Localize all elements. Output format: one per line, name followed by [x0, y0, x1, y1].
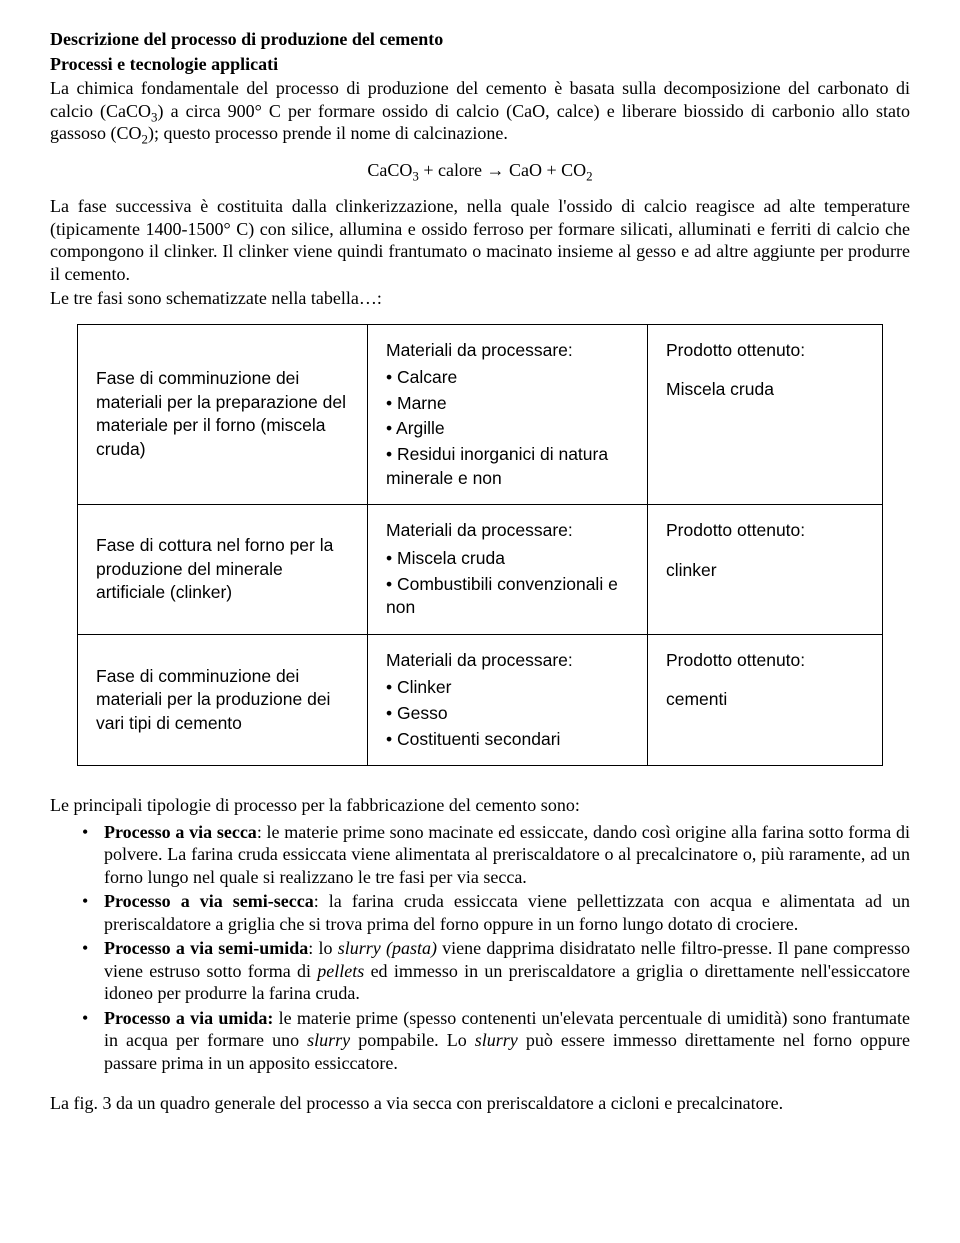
- chemical-formula: CaCO3 + calore → CaO + CO2: [50, 159, 910, 182]
- list-item: Processo a via secca: le materie prime s…: [104, 821, 910, 889]
- product-value: cementi: [666, 688, 866, 712]
- material-item: • Marne: [386, 392, 631, 416]
- text: ); questo processo prende il nome di cal…: [148, 123, 508, 143]
- materials-header: Materiali da processare:: [386, 649, 631, 673]
- material-item: • Calcare: [386, 366, 631, 390]
- product-cell: Prodotto ottenuto: clinker: [648, 505, 883, 635]
- list-item: Processo a via semi-umida: lo slurry (pa…: [104, 937, 910, 1005]
- process-list: Processo a via secca: le materie prime s…: [50, 821, 910, 1075]
- materials-cell: Materiali da processare: • Miscela cruda…: [368, 505, 648, 635]
- materials-cell: Materiali da processare: • Calcare • Mar…: [368, 324, 648, 505]
- product-value: clinker: [666, 559, 866, 583]
- product-header: Prodotto ottenuto:: [666, 649, 866, 673]
- formula-part: CaCO: [367, 160, 412, 180]
- material-item: • Costituenti secondari: [386, 728, 631, 752]
- materials-header: Materiali da processare:: [386, 339, 631, 363]
- product-header: Prodotto ottenuto:: [666, 339, 866, 363]
- paragraph-chemistry: La chimica fondamentale del processo di …: [50, 77, 910, 145]
- table-row: Fase di cottura nel forno per la produzi…: [78, 505, 883, 635]
- process-name: Processo a via semi-umida: [104, 938, 308, 958]
- formula-part: + calore → CaO + CO: [419, 160, 586, 180]
- material-item: • Gesso: [386, 702, 631, 726]
- product-cell: Prodotto ottenuto: cementi: [648, 634, 883, 766]
- process-name: Processo a via secca: [104, 822, 257, 842]
- document-page: Descrizione del processo di produzione d…: [0, 0, 960, 1157]
- paragraph-table-intro: Le tre fasi sono schematizzate nella tab…: [50, 287, 910, 310]
- material-item: • Combustibili convenzionali e non: [386, 573, 631, 620]
- materials-header: Materiali da processare:: [386, 519, 631, 543]
- paragraph-figure-ref: La fig. 3 da un quadro generale del proc…: [50, 1092, 910, 1115]
- process-name: Processo a via semi-secca: [104, 891, 314, 911]
- table-row: Fase di comminuzione dei materiali per l…: [78, 324, 883, 505]
- phases-table: Fase di comminuzione dei materiali per l…: [77, 324, 883, 767]
- process-body: : lo: [308, 938, 337, 958]
- italic-term: slurry (pasta): [338, 938, 437, 958]
- italic-term: slurry: [475, 1030, 518, 1050]
- list-item: Processo a via semi-secca: la farina cru…: [104, 890, 910, 935]
- paragraph-process-types: Le principali tipologie di processo per …: [50, 794, 910, 817]
- list-item: Processo a via umida: le materie prime (…: [104, 1007, 910, 1075]
- italic-term: pellets: [317, 961, 364, 981]
- paragraph-clinker: La fase successiva è costituita dalla cl…: [50, 195, 910, 285]
- phase-cell: Fase di comminuzione dei materiali per l…: [78, 324, 368, 505]
- table-row: Fase di comminuzione dei materiali per l…: [78, 634, 883, 766]
- material-item: • Clinker: [386, 676, 631, 700]
- material-item: • Residui inorganici di natura minerale …: [386, 443, 631, 490]
- product-cell: Prodotto ottenuto: Miscela cruda: [648, 324, 883, 505]
- phase-cell: Fase di cottura nel forno per la produzi…: [78, 505, 368, 635]
- italic-term: slurry: [307, 1030, 350, 1050]
- phase-cell: Fase di comminuzione dei materiali per l…: [78, 634, 368, 766]
- process-body: pompabile. Lo: [350, 1030, 475, 1050]
- heading-2: Processi e tecnologie applicati: [50, 53, 910, 76]
- process-name: Processo a via umida:: [104, 1008, 273, 1028]
- materials-cell: Materiali da processare: • Clinker • Ges…: [368, 634, 648, 766]
- product-value: Miscela cruda: [666, 378, 866, 402]
- product-header: Prodotto ottenuto:: [666, 519, 866, 543]
- heading-1: Descrizione del processo di produzione d…: [50, 28, 910, 51]
- material-item: • Argille: [386, 417, 631, 441]
- material-item: • Miscela cruda: [386, 547, 631, 571]
- subscript: 2: [586, 168, 592, 183]
